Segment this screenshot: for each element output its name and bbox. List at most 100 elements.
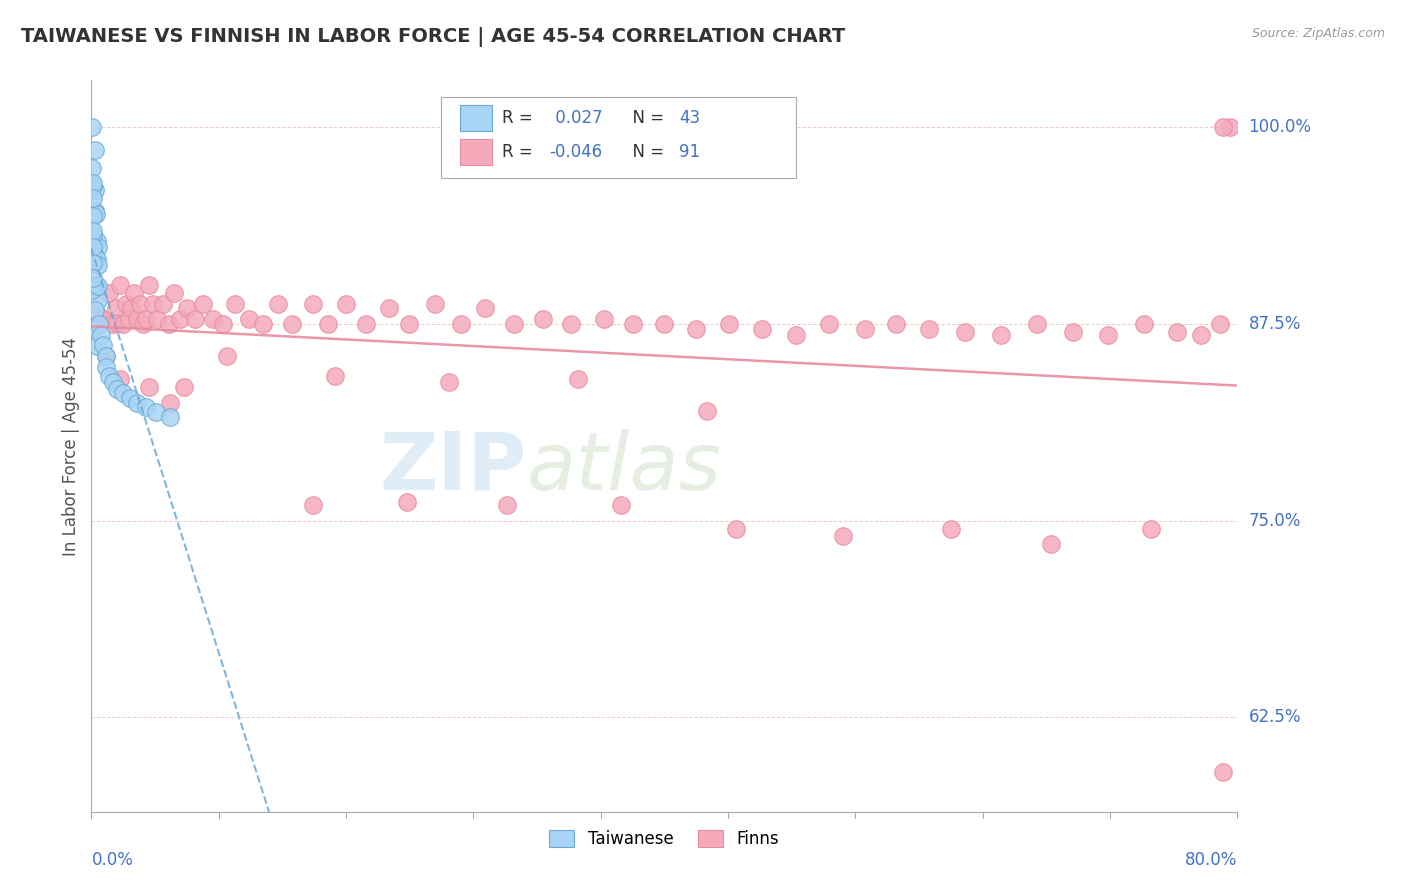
Point [101,317,124,331]
Point [685,322,707,336]
Point [124,285,146,300]
Point [83,302,105,317]
Point [105,382,128,396]
Point [621,317,644,331]
Point [1040,537,1063,551]
Point [316,317,339,331]
Point [1133,317,1156,331]
Point [450,317,472,331]
Point [176,301,198,316]
Point [335,296,357,310]
Point [531,312,554,326]
Point [173,380,195,394]
Point [90,328,112,343]
Point [114,296,136,310]
Point [117,312,139,326]
Point [398,317,420,331]
Text: 80.0%: 80.0% [1185,851,1237,869]
Point [152,296,174,310]
Point [142,296,165,310]
Point [918,322,941,336]
Point [717,317,740,331]
Point [135,312,157,326]
Point [83,144,105,158]
Point [423,296,446,310]
Point [94,359,117,374]
Text: atlas: atlas [527,429,721,507]
Point [80,283,103,297]
Point [853,322,876,336]
Point [111,317,134,331]
Point [159,409,181,424]
Point [145,405,167,419]
Point [474,301,496,316]
Point [97,369,120,384]
Point [97,285,120,300]
Point [593,312,616,326]
Point [86,234,108,248]
Text: 0.027: 0.027 [550,110,602,128]
Point [82,227,104,242]
Point [1140,522,1163,536]
Text: 87.5%: 87.5% [1249,315,1301,333]
Point [80,254,103,268]
Point [80,161,103,176]
Point [108,277,131,292]
Point [724,522,747,536]
Point [323,369,346,384]
Point [108,372,131,386]
Point [138,380,160,394]
Point [82,191,104,205]
Point [87,258,110,272]
FancyBboxPatch shape [441,97,796,178]
Point [610,498,633,512]
Point [1025,317,1047,331]
Point [183,312,205,326]
FancyBboxPatch shape [460,105,492,131]
Point [86,252,108,266]
Point [87,293,110,307]
Point [953,325,976,339]
Point [101,376,124,390]
Point [127,312,149,326]
Text: R =: R = [502,110,537,128]
Point [82,224,104,238]
Point [132,317,155,331]
Point [1212,765,1234,780]
Point [191,296,214,310]
Text: N =: N = [621,143,669,161]
Point [127,396,149,410]
Point [91,337,114,351]
Point [696,403,718,417]
Point [87,310,110,324]
Text: R =: R = [502,143,537,161]
Point [1166,325,1188,339]
Point [84,249,107,263]
Point [87,317,110,331]
Point [356,317,378,331]
Point [202,312,225,326]
Y-axis label: In Labor Force | Age 45-54: In Labor Force | Age 45-54 [62,336,80,556]
Point [939,522,962,536]
Point [105,316,128,330]
Point [82,256,104,270]
Point [84,183,107,197]
Point [818,317,841,331]
Point [159,396,181,410]
Text: Source: ZipAtlas.com: Source: ZipAtlas.com [1251,27,1385,40]
Point [302,498,325,512]
Point [157,317,180,331]
Point [378,301,401,316]
Point [146,312,169,326]
Text: ZIP: ZIP [380,429,527,507]
Point [224,296,246,310]
FancyBboxPatch shape [460,139,492,165]
Point [832,529,855,543]
Point [281,317,304,331]
Point [84,278,107,293]
Point [238,312,260,326]
Point [91,312,114,326]
Point [121,301,143,316]
Point [1062,325,1084,339]
Text: 0.0%: 0.0% [91,851,134,869]
